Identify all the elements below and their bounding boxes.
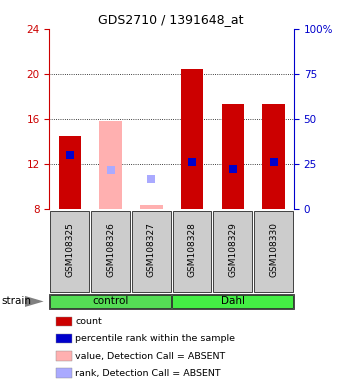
Bar — [59, 136, 81, 209]
Text: strain: strain — [2, 296, 32, 306]
Text: GSM108329: GSM108329 — [228, 222, 237, 277]
Text: percentile rank within the sample: percentile rank within the sample — [75, 334, 235, 343]
Bar — [262, 104, 285, 209]
Text: GSM108330: GSM108330 — [269, 222, 278, 277]
Point — [67, 152, 73, 158]
Text: GSM108325: GSM108325 — [65, 222, 74, 277]
Text: value, Detection Call = ABSENT: value, Detection Call = ABSENT — [75, 352, 225, 361]
Text: count: count — [75, 317, 102, 326]
Text: GSM108328: GSM108328 — [188, 222, 196, 277]
Point — [230, 166, 236, 172]
Point — [108, 167, 113, 173]
Bar — [140, 205, 163, 209]
Point — [189, 159, 195, 165]
Polygon shape — [25, 296, 44, 307]
Text: control: control — [92, 296, 129, 306]
Text: GSM108327: GSM108327 — [147, 222, 156, 277]
Text: rank, Detection Call = ABSENT: rank, Detection Call = ABSENT — [75, 369, 221, 378]
Bar — [222, 104, 244, 209]
Bar — [181, 70, 203, 209]
Bar — [99, 121, 122, 209]
Text: GDS2710 / 1391648_at: GDS2710 / 1391648_at — [98, 13, 243, 26]
Text: GSM108326: GSM108326 — [106, 222, 115, 277]
Point — [271, 159, 276, 165]
Text: Dahl: Dahl — [221, 296, 245, 306]
Point — [149, 176, 154, 182]
